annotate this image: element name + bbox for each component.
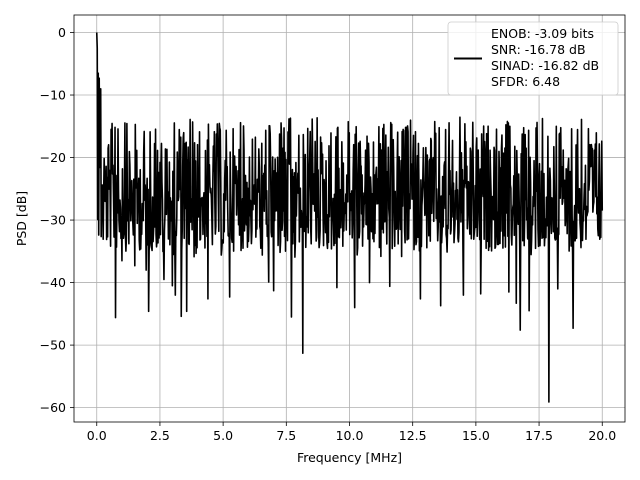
legend-entry-enob: ENOB: -3.09 bits: [491, 26, 594, 41]
x-tick-label: 12.5: [399, 428, 427, 443]
y-tick-label: −40: [40, 275, 66, 290]
axis-ticks: 0.0 2.5 5.0 7.5 10.0 12.5 15.0 17.5 20.0 0 −10 −20 −…: [40, 25, 617, 443]
y-tick-label: 0: [58, 25, 66, 40]
y-tick-label: −50: [40, 338, 66, 353]
x-tick-label: 2.5: [150, 428, 170, 443]
x-tick-label: 15.0: [462, 428, 490, 443]
x-tick-label: 7.5: [276, 428, 296, 443]
legend-frame: [447, 21, 619, 96]
y-tick-label: −60: [40, 400, 66, 415]
y-tick-label: −10: [40, 88, 66, 103]
x-tick-label: 17.5: [525, 428, 553, 443]
legend-entry-sinad: SINAD: -16.82 dB: [491, 58, 599, 73]
x-axis-title: Frequency [MHz]: [297, 450, 402, 465]
legend: ENOB: -3.09 bits SNR: -16.78 dB SINAD: -…: [447, 21, 619, 96]
legend-entry-sfdr: SFDR: 6.48: [491, 74, 560, 89]
x-tick-label: 10.0: [336, 428, 364, 443]
y-tick-label: −30: [40, 213, 66, 228]
x-tick-label: 5.0: [213, 428, 233, 443]
psd-line: [95, 32, 604, 403]
psd-series: [95, 32, 604, 403]
x-tick-label: 20.0: [588, 428, 616, 443]
y-axis-title: PSD [dB]: [14, 191, 29, 246]
y-tick-label: −20: [40, 150, 66, 165]
x-tick-label: 0.0: [87, 428, 107, 443]
legend-entry-snr: SNR: -16.78 dB: [491, 42, 586, 57]
